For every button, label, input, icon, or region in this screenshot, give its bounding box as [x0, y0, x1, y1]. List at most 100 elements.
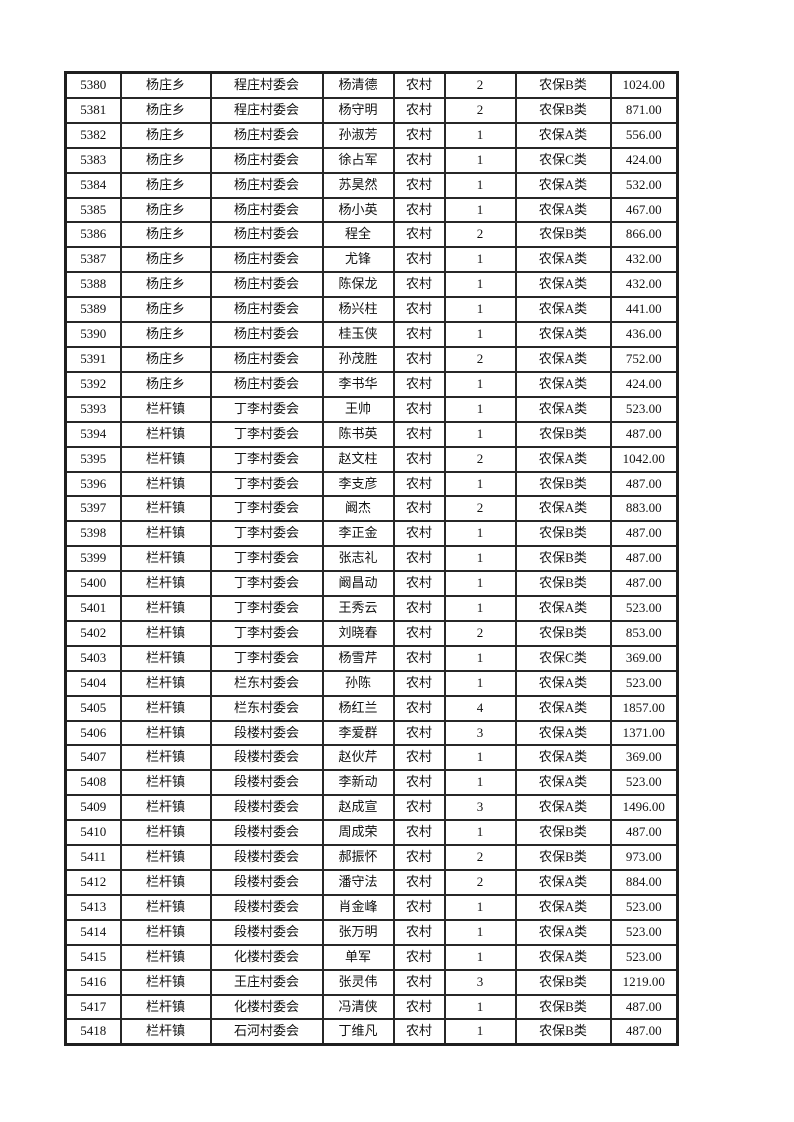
cell-count: 2	[443, 96, 517, 124]
cell-amount: 487.00	[609, 1018, 679, 1046]
cell-category: 农保A类	[514, 719, 612, 747]
cell-amount: 432.00	[609, 271, 679, 299]
cell-count: 1	[443, 819, 517, 847]
cell-township: 栏杆镇	[119, 595, 212, 622]
cell-amount: 752.00	[609, 345, 679, 373]
cell-category: 农保B类	[514, 545, 612, 573]
cell-id: 5403	[64, 644, 122, 672]
cell-type: 农村	[392, 171, 446, 199]
cell-id: 5388	[64, 271, 122, 299]
cell-count: 1	[443, 271, 517, 299]
cell-village: 丁李村委会	[209, 570, 324, 598]
cell-village: 段楼村委会	[209, 744, 324, 772]
cell-township: 栏杆镇	[119, 943, 212, 971]
cell-type: 农村	[392, 595, 446, 622]
cell-amount: 1857.00	[609, 694, 679, 722]
cell-name: 肖金峰	[321, 893, 395, 921]
cell-village: 化楼村委会	[209, 943, 324, 971]
cell-village: 段楼村委会	[209, 869, 324, 896]
table-row: 5399 栏杆镇 丁李村委会 张志礼 农村 1 农保B类 487.00	[64, 545, 679, 573]
cell-id: 5401	[64, 595, 122, 622]
cell-village: 丁李村委会	[209, 395, 324, 423]
cell-name: 苏昊然	[321, 171, 395, 199]
table-row: 5400 栏杆镇 丁李村委会 阚昌动 农村 1 农保B类 487.00	[64, 570, 679, 598]
cell-type: 农村	[392, 893, 446, 921]
cell-count: 1	[443, 171, 517, 199]
cell-type: 农村	[392, 271, 446, 299]
table-row: 5403 栏杆镇 丁李村委会 杨雪芹 农村 1 农保C类 369.00	[64, 644, 679, 672]
cell-name: 李新动	[321, 769, 395, 797]
table-row: 5402 栏杆镇 丁李村委会 刘晓春 农村 2 农保B类 853.00	[64, 619, 679, 647]
cell-village: 栏东村委会	[209, 694, 324, 722]
cell-township: 栏杆镇	[119, 869, 212, 896]
cell-name: 杨红兰	[321, 694, 395, 722]
cell-category: 农保A类	[514, 893, 612, 921]
cell-count: 1	[443, 669, 517, 697]
cell-type: 农村	[392, 918, 446, 946]
table-row: 5407 栏杆镇 段楼村委会 赵伙芹 农村 1 农保A类 369.00	[64, 744, 679, 772]
cell-township: 栏杆镇	[119, 395, 212, 423]
cell-name: 潘守法	[321, 869, 395, 896]
cell-name: 周成荣	[321, 819, 395, 847]
cell-amount: 1219.00	[609, 968, 679, 996]
cell-id: 5408	[64, 769, 122, 797]
cell-village: 杨庄村委会	[209, 246, 324, 274]
cell-category: 农保B类	[514, 420, 612, 448]
cell-name: 陈书英	[321, 420, 395, 448]
cell-count: 1	[443, 296, 517, 324]
cell-id: 5405	[64, 694, 122, 722]
cell-name: 尤锋	[321, 246, 395, 274]
cell-category: 农保A类	[514, 296, 612, 324]
table-row: 5393 栏杆镇 丁李村委会 王帅 农村 1 农保A类 523.00	[64, 395, 679, 423]
cell-id: 5409	[64, 794, 122, 822]
cell-name: 单军	[321, 943, 395, 971]
benefits-table: 5380 杨庄乡 程庄村委会 杨清德 农村 2 农保B类 1024.00 5381 杨庄乡 程庄村委…	[64, 71, 679, 1047]
cell-id: 5383	[64, 146, 122, 174]
table-row: 5391 杨庄乡 杨庄村委会 孙茂胜 农村 2 农保A类 752.00	[64, 345, 679, 373]
cell-township: 栏杆镇	[119, 918, 212, 946]
cell-type: 农村	[392, 370, 446, 398]
table-row: 5405 栏杆镇 栏东村委会 杨红兰 农村 4 农保A类 1857.00	[64, 694, 679, 722]
cell-category: 农保A类	[514, 196, 612, 224]
cell-name: 张灵伟	[321, 968, 395, 996]
cell-amount: 1024.00	[609, 71, 679, 99]
cell-category: 农保B类	[514, 619, 612, 647]
cell-count: 1	[443, 121, 517, 149]
cell-village: 丁李村委会	[209, 445, 324, 473]
cell-village: 杨庄村委会	[209, 171, 324, 199]
cell-township: 栏杆镇	[119, 744, 212, 772]
cell-township: 栏杆镇	[119, 669, 212, 697]
cell-township: 栏杆镇	[119, 495, 212, 523]
cell-amount: 532.00	[609, 171, 679, 199]
cell-township: 杨庄乡	[119, 246, 212, 274]
cell-village: 栏东村委会	[209, 669, 324, 697]
cell-category: 农保A类	[514, 918, 612, 946]
cell-category: 农保A类	[514, 345, 612, 373]
cell-count: 3	[443, 968, 517, 996]
cell-village: 程庄村委会	[209, 96, 324, 124]
table-row: 5397 栏杆镇 丁李村委会 阚杰 农村 2 农保A类 883.00	[64, 495, 679, 523]
cell-count: 1	[443, 470, 517, 498]
cell-name: 郝振怀	[321, 844, 395, 871]
cell-category: 农保B类	[514, 71, 612, 99]
cell-category: 农保B类	[514, 844, 612, 871]
cell-amount: 523.00	[609, 943, 679, 971]
cell-name: 丁维凡	[321, 1018, 395, 1046]
cell-village: 化楼村委会	[209, 993, 324, 1021]
cell-category: 农保B类	[514, 819, 612, 847]
cell-village: 程庄村委会	[209, 71, 324, 99]
cell-village: 杨庄村委会	[209, 221, 324, 249]
table-row: 5388 杨庄乡 杨庄村委会 陈保龙 农村 1 农保A类 432.00	[64, 271, 679, 299]
cell-amount: 556.00	[609, 121, 679, 149]
cell-id: 5402	[64, 619, 122, 647]
cell-type: 农村	[392, 943, 446, 971]
table-row: 5404 栏杆镇 栏东村委会 孙陈 农村 1 农保A类 523.00	[64, 669, 679, 697]
cell-village: 丁李村委会	[209, 545, 324, 573]
cell-township: 栏杆镇	[119, 769, 212, 797]
cell-id: 5400	[64, 570, 122, 598]
cell-id: 5416	[64, 968, 122, 996]
cell-type: 农村	[392, 844, 446, 871]
cell-village: 段楼村委会	[209, 918, 324, 946]
table-row: 5416 栏杆镇 王庄村委会 张灵伟 农村 3 农保B类 1219.00	[64, 968, 679, 996]
cell-type: 农村	[392, 420, 446, 448]
